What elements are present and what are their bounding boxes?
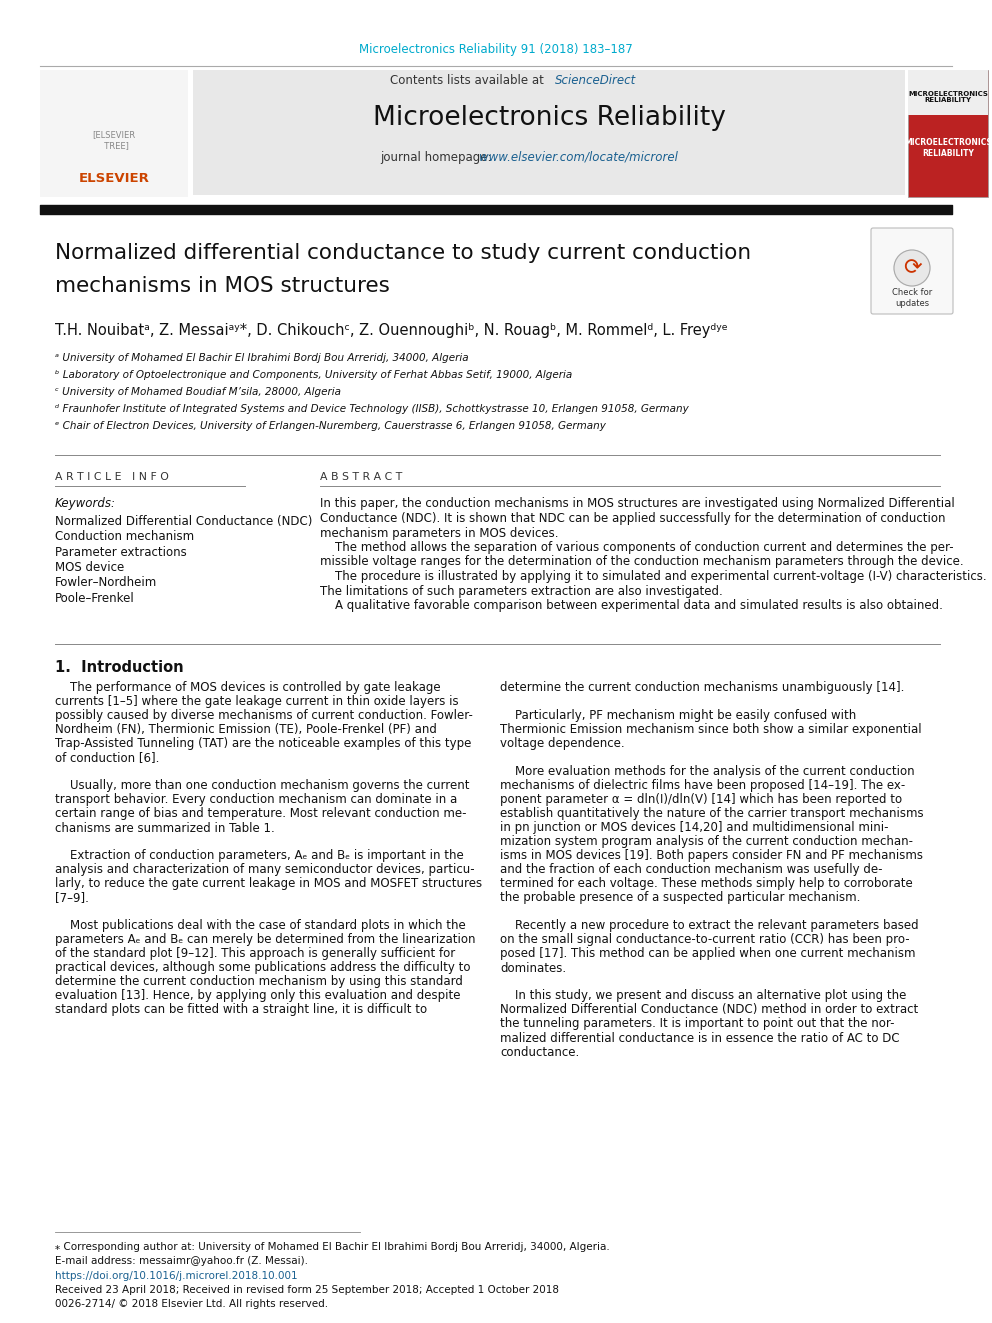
FancyBboxPatch shape <box>908 70 988 197</box>
Text: malized differential conductance is in essence the ratio of AC to DC: malized differential conductance is in e… <box>500 1032 900 1044</box>
Text: The method allows the separation of various components of conduction current and: The method allows the separation of vari… <box>320 541 953 554</box>
Text: ᵇ Laboratory of Optoelectronique and Components, University of Ferhat Abbas Seti: ᵇ Laboratory of Optoelectronique and Com… <box>55 370 572 380</box>
Text: parameters Aₑ and Bₑ can merely be determined from the linearization: parameters Aₑ and Bₑ can merely be deter… <box>55 934 475 946</box>
Text: practical devices, although some publications address the difficulty to: practical devices, although some publica… <box>55 962 470 975</box>
Text: evaluation [13]. Hence, by applying only this evaluation and despite: evaluation [13]. Hence, by applying only… <box>55 990 460 1003</box>
Text: Thermionic Emission mechanism since both show a similar exponential: Thermionic Emission mechanism since both… <box>500 724 922 737</box>
Text: More evaluation methods for the analysis of the current conduction: More evaluation methods for the analysis… <box>500 766 915 778</box>
Text: Normalized Differential Conductance (NDC): Normalized Differential Conductance (NDC… <box>55 515 312 528</box>
Text: Recently a new procedure to extract the relevant parameters based: Recently a new procedure to extract the … <box>500 919 919 933</box>
Text: Usually, more than one conduction mechanism governs the current: Usually, more than one conduction mechan… <box>55 779 469 792</box>
Text: ponent parameter α = dln(I)/dln(V) [14] which has been reported to: ponent parameter α = dln(I)/dln(V) [14] … <box>500 794 902 807</box>
Text: T.H. Nouibatᵃ, Z. Messaiᵃʸ*, D. Chikouchᶜ, Z. Ouennoughiᵇ, N. Rouagᵇ, M. Rommelᵈ: T.H. Nouibatᵃ, Z. Messaiᵃʸ*, D. Chikouch… <box>55 323 728 337</box>
Circle shape <box>894 250 930 286</box>
Text: dominates.: dominates. <box>500 962 566 975</box>
FancyBboxPatch shape <box>40 70 188 197</box>
Text: Normalized differential conductance to study current conduction: Normalized differential conductance to s… <box>55 243 751 263</box>
Text: mization system program analysis of the current conduction mechan-: mization system program analysis of the … <box>500 836 913 848</box>
Text: larly, to reduce the gate current leakage in MOS and MOSFET structures: larly, to reduce the gate current leakag… <box>55 877 482 890</box>
Text: The performance of MOS devices is controlled by gate leakage: The performance of MOS devices is contro… <box>55 681 440 695</box>
Text: Fowler–Nordheim: Fowler–Nordheim <box>55 577 158 590</box>
Text: MICROELECTRONICS
RELIABILITY: MICROELECTRONICS RELIABILITY <box>908 90 988 103</box>
Text: termined for each voltage. These methods simply help to corroborate: termined for each voltage. These methods… <box>500 877 913 890</box>
Text: determine the current conduction mechanisms unambiguously [14].: determine the current conduction mechani… <box>500 681 905 695</box>
Text: Microelectronics Reliability: Microelectronics Reliability <box>373 105 725 131</box>
Text: on the small signal conductance-to-current ratio (CCR) has been pro-: on the small signal conductance-to-curre… <box>500 934 910 946</box>
FancyBboxPatch shape <box>908 70 988 115</box>
Text: Parameter extractions: Parameter extractions <box>55 545 186 558</box>
Text: ⁎ Corresponding author at: University of Mohamed El Bachir El Ibrahimi Bordj Bou: ⁎ Corresponding author at: University of… <box>55 1242 610 1252</box>
Text: ELSEVIER: ELSEVIER <box>78 172 150 184</box>
Text: the tunneling parameters. It is important to point out that the nor-: the tunneling parameters. It is importan… <box>500 1017 895 1031</box>
Text: Extraction of conduction parameters, Aₑ and Bₑ is important in the: Extraction of conduction parameters, Aₑ … <box>55 849 463 863</box>
Text: [ELSEVIER
  TREE]: [ELSEVIER TREE] <box>92 130 136 149</box>
Text: ScienceDirect: ScienceDirect <box>555 74 636 87</box>
Text: currents [1–5] where the gate leakage current in thin oxide layers is: currents [1–5] where the gate leakage cu… <box>55 696 458 709</box>
Text: missible voltage ranges for the determination of the conduction mechanism parame: missible voltage ranges for the determin… <box>320 556 963 569</box>
Text: The limitations of such parameters extraction are also investigated.: The limitations of such parameters extra… <box>320 585 723 598</box>
Text: chanisms are summarized in Table 1.: chanisms are summarized in Table 1. <box>55 822 275 835</box>
Text: Particularly, PF mechanism might be easily confused with: Particularly, PF mechanism might be easi… <box>500 709 856 722</box>
Text: in pn junction or MOS devices [14,20] and multidimensional mini-: in pn junction or MOS devices [14,20] an… <box>500 822 889 835</box>
Text: Conduction mechanism: Conduction mechanism <box>55 531 194 542</box>
Text: ᶜ University of Mohamed Boudiaf M’sila, 28000, Algeria: ᶜ University of Mohamed Boudiaf M’sila, … <box>55 388 341 397</box>
Text: Conductance (NDC). It is shown that NDC can be applied successfully for the dete: Conductance (NDC). It is shown that NDC … <box>320 512 945 525</box>
Text: MOS device: MOS device <box>55 561 124 574</box>
Text: posed [17]. This method can be applied when one current mechanism: posed [17]. This method can be applied w… <box>500 947 916 960</box>
Text: conductance.: conductance. <box>500 1045 579 1058</box>
Text: the probable presence of a suspected particular mechanism.: the probable presence of a suspected par… <box>500 892 860 905</box>
FancyBboxPatch shape <box>193 70 905 194</box>
Text: standard plots can be fitted with a straight line, it is difficult to: standard plots can be fitted with a stra… <box>55 1004 428 1016</box>
Text: Poole–Frenkel: Poole–Frenkel <box>55 591 135 605</box>
Text: [7–9].: [7–9]. <box>55 892 89 905</box>
Text: Nordheim (FN), Thermionic Emission (TE), Poole-Frenkel (PF) and: Nordheim (FN), Thermionic Emission (TE),… <box>55 724 436 737</box>
Text: Most publications deal with the case of standard plots in which the: Most publications deal with the case of … <box>55 919 466 933</box>
Text: The procedure is illustrated by applying it to simulated and experimental curren: The procedure is illustrated by applying… <box>320 570 987 583</box>
Text: MICROELECTRONICS
RELIABILITY: MICROELECTRONICS RELIABILITY <box>904 139 992 157</box>
Text: ⟳: ⟳ <box>903 258 922 278</box>
Text: journal homepage:: journal homepage: <box>380 151 495 164</box>
Text: establish quantitatively the nature of the carrier transport mechanisms: establish quantitatively the nature of t… <box>500 807 924 820</box>
Text: mechanisms in MOS structures: mechanisms in MOS structures <box>55 277 390 296</box>
Text: certain range of bias and temperature. Most relevant conduction me-: certain range of bias and temperature. M… <box>55 807 466 820</box>
Text: Check for
updates: Check for updates <box>892 288 932 308</box>
FancyBboxPatch shape <box>871 228 953 314</box>
Text: Trap-Assisted Tunneling (TAT) are the noticeable examples of this type: Trap-Assisted Tunneling (TAT) are the no… <box>55 737 471 750</box>
Text: https://doi.org/10.1016/j.microrel.2018.10.001: https://doi.org/10.1016/j.microrel.2018.… <box>55 1271 298 1281</box>
Text: 0026-2714/ © 2018 Elsevier Ltd. All rights reserved.: 0026-2714/ © 2018 Elsevier Ltd. All righ… <box>55 1299 328 1308</box>
Text: Received 23 April 2018; Received in revised form 25 September 2018; Accepted 1 O: Received 23 April 2018; Received in revi… <box>55 1285 559 1295</box>
Text: In this study, we present and discuss an alternative plot using the: In this study, we present and discuss an… <box>500 990 907 1003</box>
Text: ᵉ Chair of Electron Devices, University of Erlangen-Nuremberg, Cauerstrasse 6, E: ᵉ Chair of Electron Devices, University … <box>55 421 606 431</box>
Text: A B S T R A C T: A B S T R A C T <box>320 472 402 482</box>
Text: ᵃ University of Mohamed El Bachir El Ibrahimi Bordj Bou Arreridj, 34000, Algeria: ᵃ University of Mohamed El Bachir El Ibr… <box>55 353 468 363</box>
Text: Contents lists available at: Contents lists available at <box>390 74 548 87</box>
Text: isms in MOS devices [19]. Both papers consider FN and PF mechanisms: isms in MOS devices [19]. Both papers co… <box>500 849 923 863</box>
Text: transport behavior. Every conduction mechanism can dominate in a: transport behavior. Every conduction mec… <box>55 794 457 807</box>
Text: www.elsevier.com/locate/microrel: www.elsevier.com/locate/microrel <box>479 151 678 164</box>
Text: ᵈ Fraunhofer Institute of Integrated Systems and Device Technology (IISB), Schot: ᵈ Fraunhofer Institute of Integrated Sys… <box>55 404 688 414</box>
Text: possibly caused by diverse mechanisms of current conduction. Fowler-: possibly caused by diverse mechanisms of… <box>55 709 473 722</box>
Text: determine the current conduction mechanism by using this standard: determine the current conduction mechani… <box>55 975 463 988</box>
Text: voltage dependence.: voltage dependence. <box>500 737 625 750</box>
Text: Normalized Differential Conductance (NDC) method in order to extract: Normalized Differential Conductance (NDC… <box>500 1004 919 1016</box>
Text: of the standard plot [9–12]. This approach is generally sufficient for: of the standard plot [9–12]. This approa… <box>55 947 455 960</box>
Text: Microelectronics Reliability 91 (2018) 183–187: Microelectronics Reliability 91 (2018) 1… <box>359 44 633 57</box>
Text: mechanism parameters in MOS devices.: mechanism parameters in MOS devices. <box>320 527 558 540</box>
Text: A qualitative favorable comparison between experimental data and simulated resul: A qualitative favorable comparison betwe… <box>320 599 942 613</box>
Text: E-mail address: messaimr@yahoo.fr (Z. Messai).: E-mail address: messaimr@yahoo.fr (Z. Me… <box>55 1256 308 1266</box>
Text: In this paper, the conduction mechanisms in MOS structures are investigated usin: In this paper, the conduction mechanisms… <box>320 497 954 511</box>
Text: A R T I C L E   I N F O: A R T I C L E I N F O <box>55 472 169 482</box>
Text: mechanisms of dielectric films have been proposed [14–19]. The ex-: mechanisms of dielectric films have been… <box>500 779 906 792</box>
Text: analysis and characterization of many semiconductor devices, particu-: analysis and characterization of many se… <box>55 864 474 877</box>
Text: 1.  Introduction: 1. Introduction <box>55 660 184 676</box>
Text: of conduction [6].: of conduction [6]. <box>55 751 160 765</box>
Text: and the fraction of each conduction mechanism was usefully de-: and the fraction of each conduction mech… <box>500 864 883 877</box>
Text: Keywords:: Keywords: <box>55 497 116 511</box>
